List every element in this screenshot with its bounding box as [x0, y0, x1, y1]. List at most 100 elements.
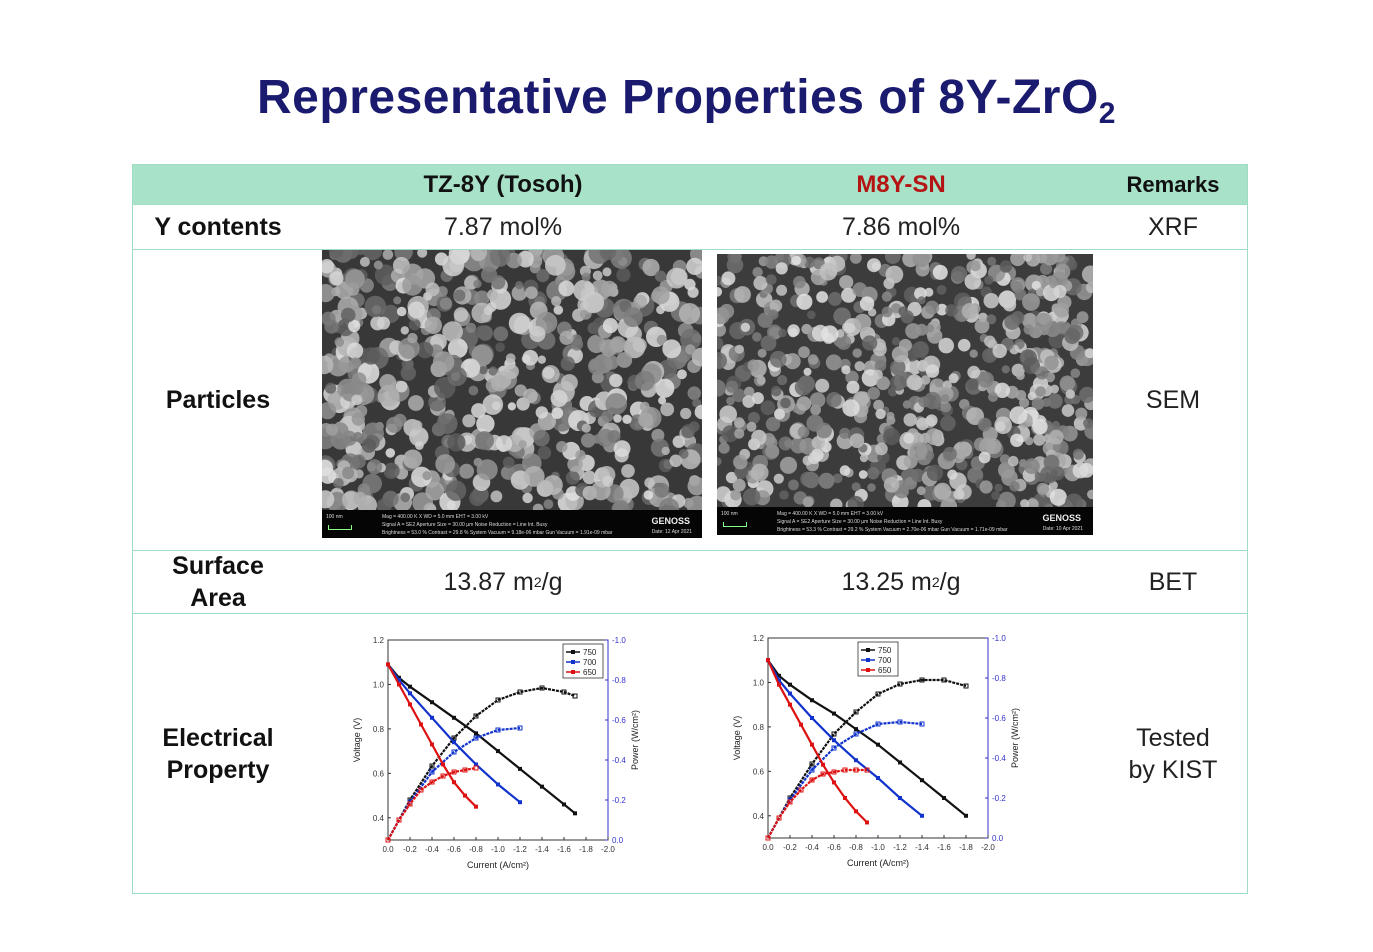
remark-bet: BET — [1148, 568, 1198, 596]
header-tz8y: TZ-8Y (Tosoh) — [423, 170, 583, 198]
sem-particle — [1048, 429, 1064, 445]
sem-particle — [875, 408, 886, 420]
value-unit: /g — [541, 567, 563, 596]
sem-particle — [469, 490, 486, 506]
sem-particle — [424, 316, 442, 334]
sem-particle — [900, 310, 914, 324]
sem-particle — [883, 477, 900, 493]
sem-particle — [718, 442, 730, 454]
sem-particle — [1022, 313, 1038, 329]
sem-particle — [1036, 482, 1049, 496]
voltage-point-750 — [777, 673, 781, 678]
sem-particle — [1053, 284, 1067, 299]
sem-particle — [903, 433, 915, 444]
power-point-650 — [407, 801, 413, 807]
sem-particle — [642, 258, 660, 277]
sem-particle — [987, 256, 997, 266]
sem-particle — [351, 454, 366, 469]
sem-particle — [344, 250, 359, 259]
sem-particle — [602, 475, 614, 487]
sem-particle — [560, 356, 575, 371]
sem-particle — [752, 332, 762, 342]
sem-particle — [361, 438, 377, 453]
sem-particle — [994, 382, 1010, 398]
sem-particle — [816, 422, 832, 439]
sem-particle — [1035, 366, 1049, 380]
sem-particle — [1036, 287, 1045, 297]
voltage-point-700 — [777, 678, 781, 683]
sem-particle — [395, 380, 408, 393]
sem-particle — [694, 404, 702, 420]
sem-particle — [936, 303, 948, 316]
voltage-point-700 — [920, 813, 924, 818]
x-tick-label: -2.0 — [981, 843, 995, 852]
sem-particle — [487, 289, 499, 301]
sem-particle — [847, 495, 865, 508]
sem-particle — [523, 388, 538, 404]
voltage-line-700 — [387, 663, 521, 804]
sem-scale-label: 100 nm — [721, 511, 738, 517]
y2-tick-label: -0.2 — [992, 794, 1006, 803]
sem-particle — [493, 326, 509, 342]
sem-particle — [951, 266, 968, 283]
sem-particle — [402, 275, 423, 296]
sem-particle — [571, 334, 582, 346]
sem-particle — [825, 354, 842, 371]
x-tick-label: -0.6 — [447, 845, 461, 854]
sem-particle — [439, 297, 452, 310]
sem-particle — [468, 385, 479, 396]
sem-particle — [436, 413, 458, 435]
sem-particle — [349, 357, 362, 369]
sem-particle — [1075, 407, 1088, 420]
sem-particle — [322, 355, 334, 375]
voltage-point-700 — [810, 716, 814, 720]
sem-particle — [377, 384, 400, 407]
sem-particle — [616, 267, 631, 282]
sem-particle — [811, 436, 826, 450]
sem-particle — [920, 375, 931, 385]
sem-particle — [747, 411, 760, 424]
y-axis-label: Voltage (V) — [352, 718, 362, 763]
sem-particle — [543, 499, 554, 509]
sem-particle — [437, 286, 448, 297]
sem-particle — [567, 456, 583, 472]
sem-particle — [854, 361, 865, 372]
sem-particle — [495, 435, 513, 452]
sem-particle — [867, 258, 881, 273]
sem-particle — [796, 293, 813, 310]
voltage-point-750 — [540, 784, 544, 789]
sem-particle — [881, 306, 893, 318]
sem-particle — [991, 491, 1001, 500]
sem-particle — [400, 326, 409, 335]
voltage-point-750 — [518, 766, 522, 771]
sem-particle — [760, 400, 776, 416]
voltage-point-650 — [777, 682, 781, 687]
sem-particle — [983, 293, 999, 309]
label-line: Surface — [172, 552, 264, 580]
sem-particle — [839, 427, 851, 439]
voltage-point-650 — [843, 796, 847, 800]
sem-particle — [995, 421, 1006, 432]
legend-label: 700 — [583, 658, 597, 667]
sem-particle — [977, 371, 994, 388]
sem-date: Date: 12 Apr 2021 — [651, 529, 692, 535]
sem-particle — [1020, 499, 1030, 508]
sem-particle — [1033, 433, 1046, 446]
voltage-point-650 — [821, 762, 825, 767]
x-tick-label: -0.4 — [805, 843, 819, 852]
sem-particle — [1065, 389, 1075, 399]
sem-particle — [511, 285, 528, 301]
voltage-point-750 — [854, 727, 858, 732]
remark-xrf: XRF — [1148, 213, 1198, 241]
sem-particle — [873, 369, 883, 380]
sem-particle — [453, 307, 469, 322]
voltage-point-750 — [876, 742, 880, 747]
sem-particle — [575, 449, 586, 461]
x-tick-label: -0.8 — [849, 843, 863, 852]
sem-particle — [925, 364, 940, 378]
sem-particle — [744, 386, 755, 397]
sem-particle — [957, 338, 971, 352]
sem-particle — [985, 438, 1002, 455]
sem-particle — [891, 337, 901, 346]
voltage-point-700 — [898, 796, 902, 800]
